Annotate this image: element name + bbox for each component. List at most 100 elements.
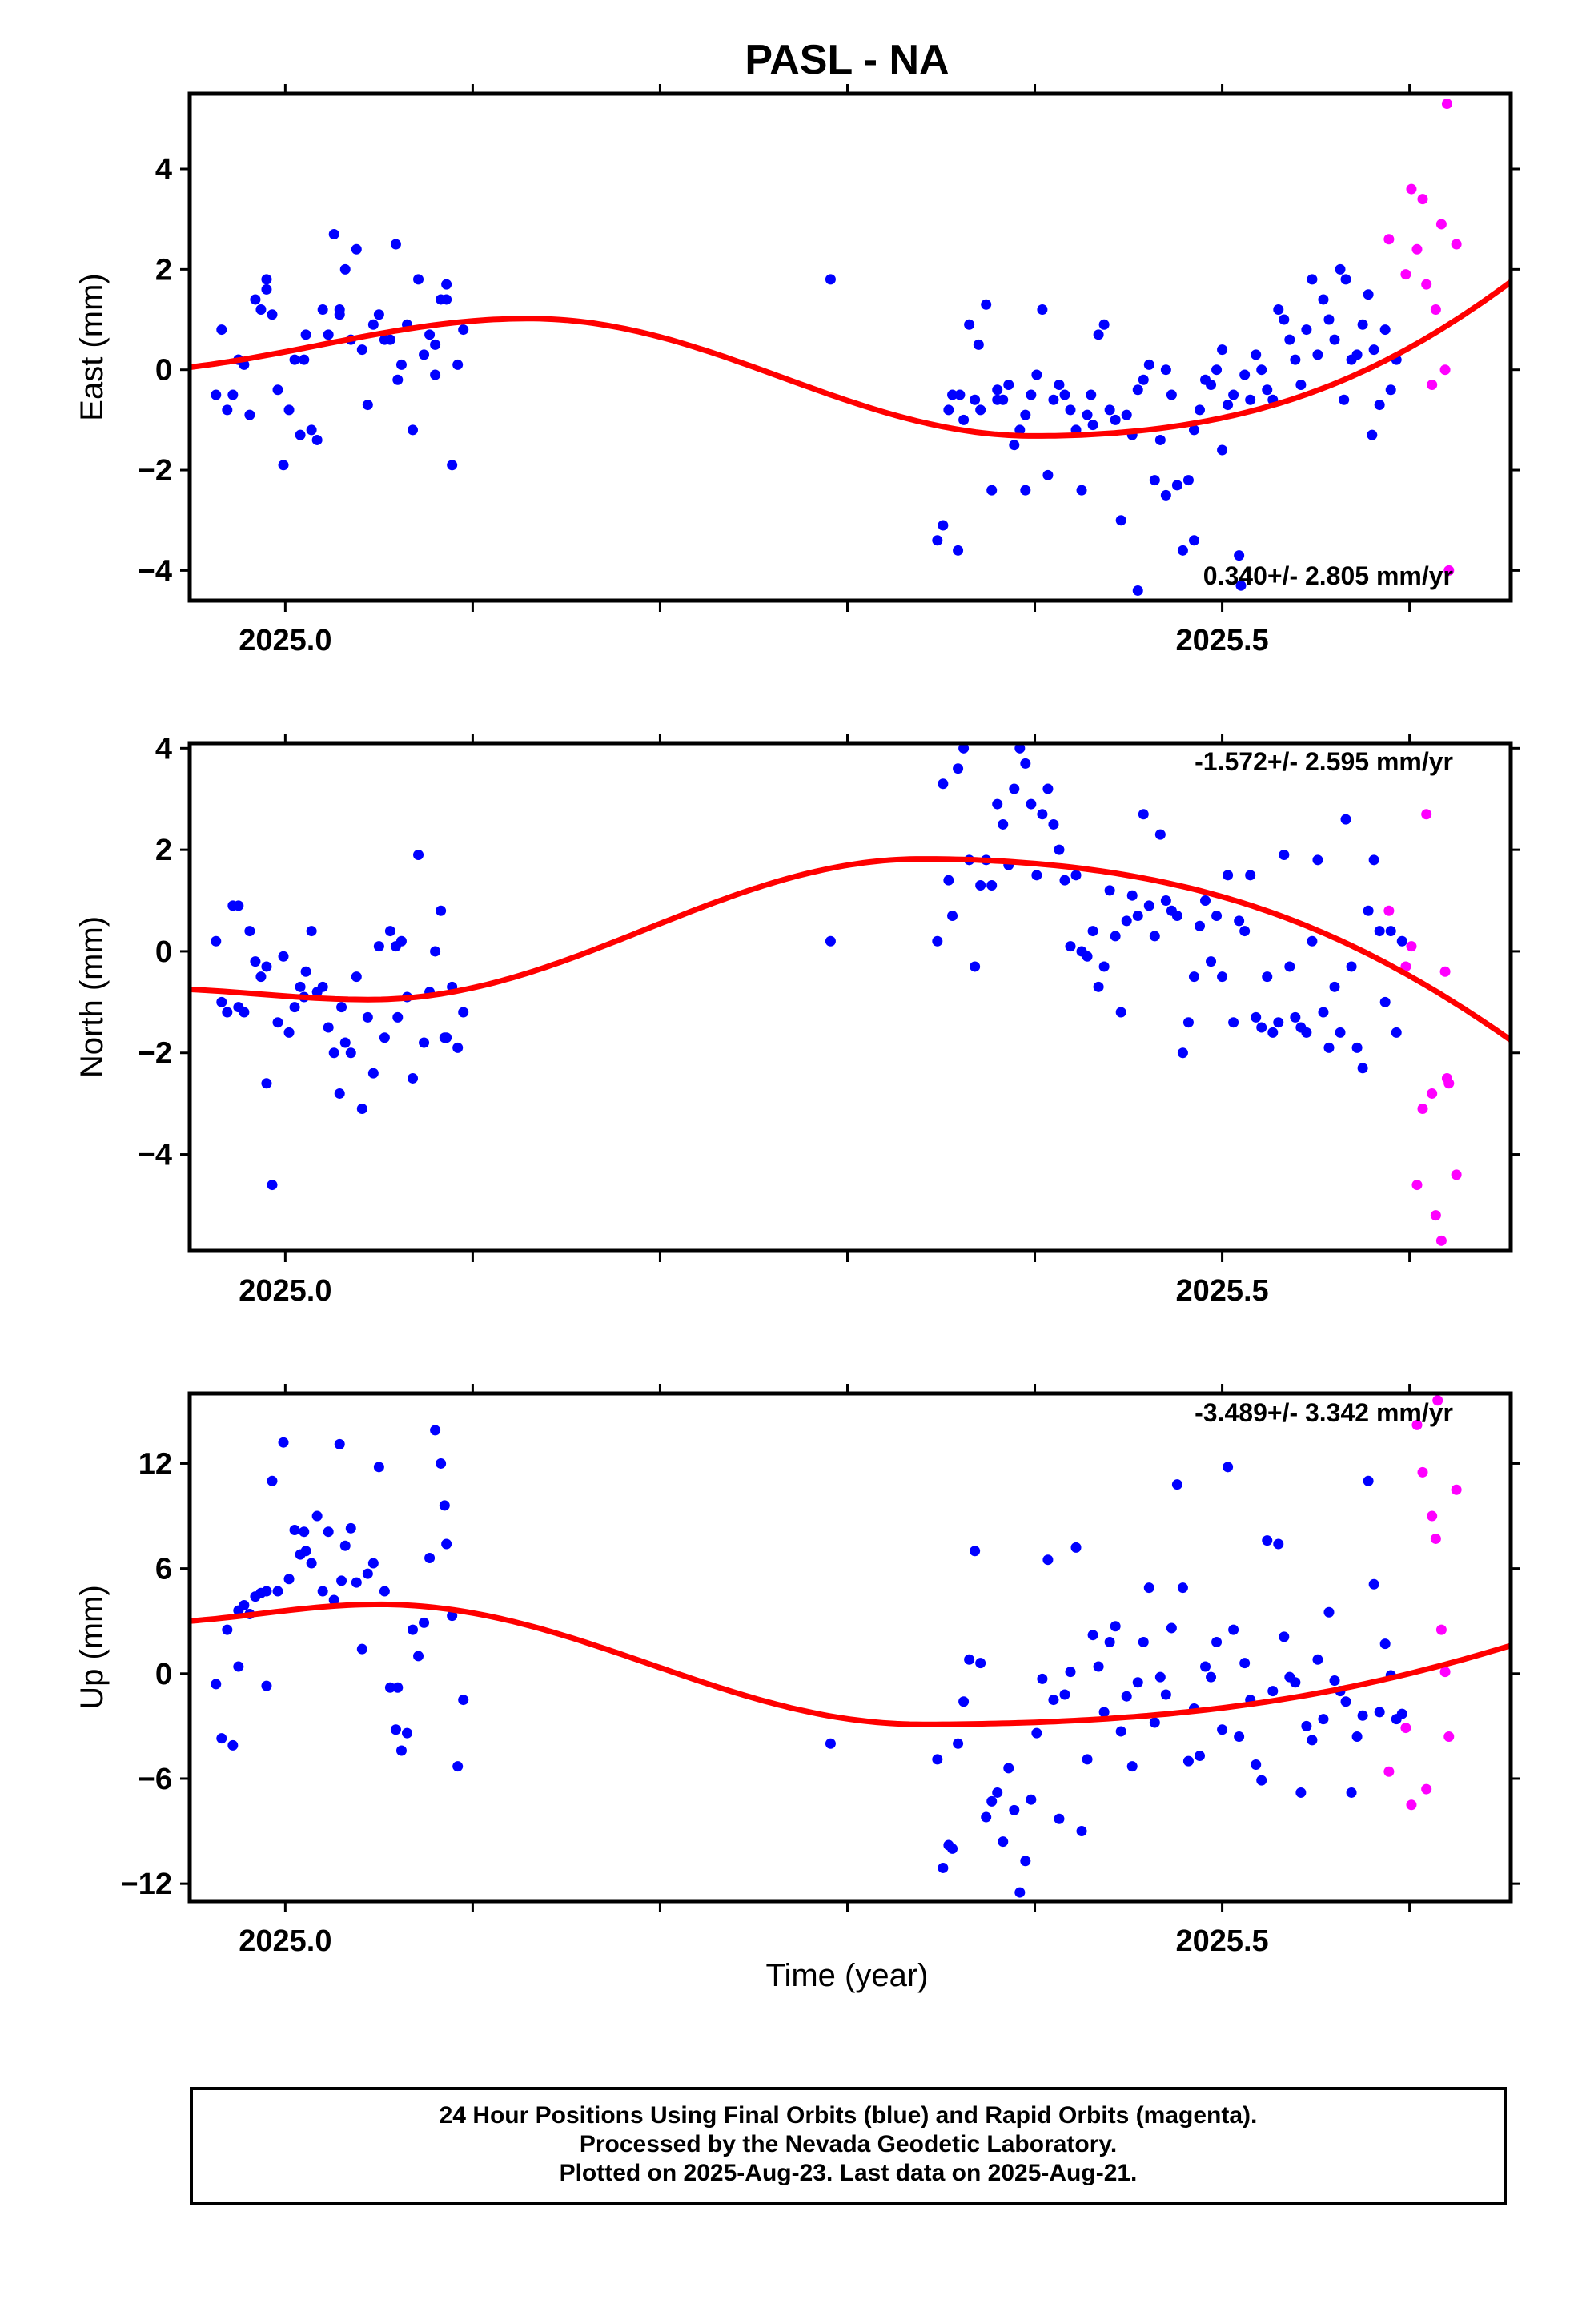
final-orbit-point <box>1177 1047 1188 1059</box>
final-orbit-point <box>1340 814 1351 825</box>
final-orbit-point <box>306 424 317 436</box>
final-orbit-point <box>1363 1475 1374 1486</box>
final-orbit-point <box>1251 349 1262 360</box>
final-orbit-point <box>439 1032 450 1043</box>
final-orbit-point <box>362 1011 373 1023</box>
final-orbit-point <box>419 1617 430 1628</box>
final-orbit-point <box>1132 911 1143 922</box>
rapid-orbit-point <box>1443 565 1455 576</box>
final-orbit-point <box>1273 1017 1284 1028</box>
final-orbit-point <box>1251 1759 1262 1770</box>
final-orbit-point <box>216 324 227 336</box>
final-orbit-point <box>1200 895 1211 907</box>
final-orbit-point <box>1149 475 1160 486</box>
final-orbit-point <box>998 1836 1009 1848</box>
final-orbit-point <box>1031 369 1042 380</box>
final-orbit-point <box>1082 409 1093 420</box>
final-orbit-point <box>390 239 401 250</box>
final-orbit-point <box>1273 304 1284 315</box>
final-orbit-point <box>289 1525 300 1536</box>
final-orbit-point <box>1235 580 1247 591</box>
final-orbit-point <box>1098 961 1110 972</box>
final-orbit-point <box>1367 429 1378 440</box>
final-orbit-point <box>424 329 436 340</box>
final-orbit-point <box>1273 1538 1284 1550</box>
final-orbit-point <box>336 1575 347 1586</box>
final-orbit-point <box>825 935 836 947</box>
final-orbit-point <box>1054 844 1065 855</box>
rapid-orbit-point <box>1441 1072 1452 1084</box>
final-orbit-point <box>1037 809 1048 820</box>
final-orbit-point <box>1009 1804 1020 1815</box>
final-orbit-point <box>367 1068 379 1079</box>
final-orbit-point <box>1396 1708 1407 1719</box>
final-orbit-point <box>1295 1787 1307 1798</box>
final-orbit-point <box>938 1862 949 1873</box>
final-orbit-point <box>295 981 306 992</box>
rapid-orbit-point <box>1427 1088 1438 1099</box>
final-orbit-point <box>1329 334 1340 345</box>
final-orbit-point <box>932 535 943 546</box>
y-tick-label: −4 <box>138 554 172 588</box>
final-orbit-point <box>1143 359 1154 370</box>
final-orbit-point <box>1374 1707 1385 1718</box>
final-orbit-point <box>1059 1689 1070 1700</box>
final-orbit-point <box>825 274 836 285</box>
final-orbit-point <box>1009 440 1020 451</box>
final-orbit-point <box>1020 758 1031 769</box>
final-orbit-point <box>1346 961 1357 972</box>
rapid-orbit-point <box>1406 183 1417 195</box>
final-orbit-point <box>1182 1017 1194 1028</box>
x-tick-label: 2025.0 <box>239 1924 331 1958</box>
final-orbit-point <box>334 1088 345 1099</box>
final-orbit-point <box>1307 274 1318 285</box>
footer-line-1: 24 Hour Positions Using Final Orbits (bl… <box>439 2102 1258 2129</box>
final-orbit-point <box>430 369 441 380</box>
final-orbit-point <box>317 1586 328 1597</box>
rapid-orbit-point <box>1443 1731 1455 1742</box>
final-orbit-point <box>1104 404 1115 416</box>
final-orbit-point <box>1340 1696 1351 1707</box>
final-orbit-point <box>1154 434 1166 445</box>
plot-frame <box>187 1391 1513 1904</box>
final-orbit-point <box>244 926 255 937</box>
final-orbit-point <box>954 389 966 400</box>
x-tick-label: 2025.0 <box>239 1274 331 1308</box>
final-orbit-point <box>439 1500 450 1511</box>
final-orbit-point <box>1065 941 1076 952</box>
final-orbit-point <box>1160 364 1171 376</box>
final-orbit-point <box>1110 414 1121 425</box>
final-orbit-point <box>396 1745 407 1756</box>
rapid-orbit-point <box>1417 1103 1428 1114</box>
final-orbit-point <box>1206 956 1217 967</box>
y-tick-label: 0 <box>155 1658 172 1691</box>
final-orbit-point <box>272 1017 283 1028</box>
final-orbit-point <box>975 880 986 891</box>
final-orbit-point <box>1076 485 1087 496</box>
final-orbit-point <box>1171 480 1182 491</box>
final-orbit-point <box>222 1624 233 1635</box>
final-orbit-point <box>299 1526 310 1538</box>
final-orbit-point <box>233 1002 244 1013</box>
final-orbit-point <box>1037 304 1048 315</box>
final-orbit-point <box>1149 1717 1160 1728</box>
final-orbit-point <box>1239 369 1251 380</box>
final-orbit-point <box>1166 389 1177 400</box>
final-orbit-point <box>1301 324 1312 336</box>
final-orbit-point <box>1126 890 1138 901</box>
final-orbit-point <box>255 971 267 983</box>
final-orbit-point <box>1182 475 1194 486</box>
final-orbit-point <box>367 1558 379 1569</box>
plot-area <box>190 99 1511 596</box>
rapid-orbit-point <box>1430 304 1441 315</box>
final-orbit-point <box>261 274 272 285</box>
final-orbit-point <box>272 1586 283 1597</box>
final-orbit-point <box>300 1546 311 1557</box>
final-orbit-point <box>975 404 986 416</box>
final-orbit-point <box>1329 981 1340 992</box>
final-orbit-point <box>1115 1726 1126 1737</box>
final-orbit-point <box>1132 585 1143 596</box>
rapid-orbit-point <box>1421 809 1432 820</box>
final-orbit-point <box>1059 875 1070 886</box>
